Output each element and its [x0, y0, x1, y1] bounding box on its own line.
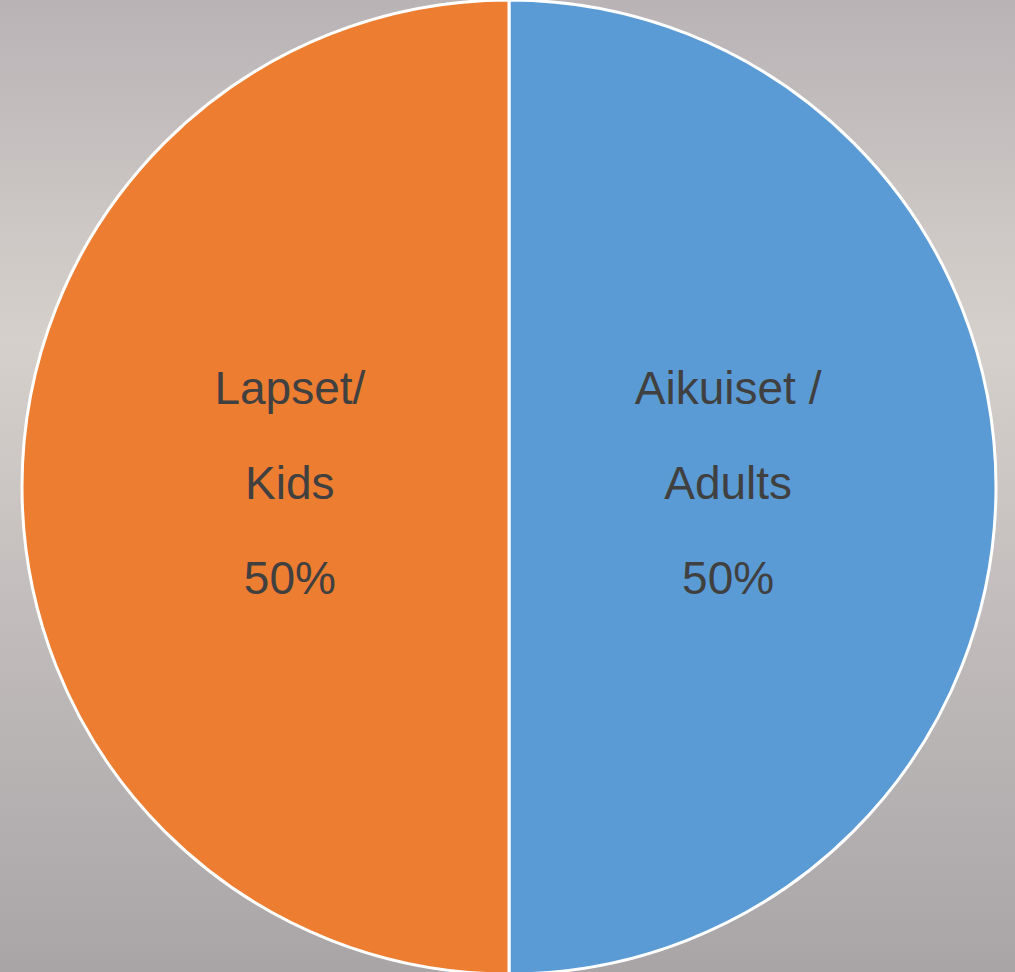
pie-slice [509, 0, 996, 972]
pie-slice [22, 0, 509, 972]
pie: Aikuiset /Adults 50% Lapset/Kids 50% [22, 0, 996, 972]
data-label: 50% [244, 552, 336, 604]
slice-label: Aikuiset /Adults [635, 362, 822, 509]
chart: Aikuiset /Adults 50% Lapset/Kids 50% [0, 0, 1015, 972]
data-label: 50% [682, 552, 774, 604]
slice-label: Lapset/Kids [214, 362, 365, 509]
